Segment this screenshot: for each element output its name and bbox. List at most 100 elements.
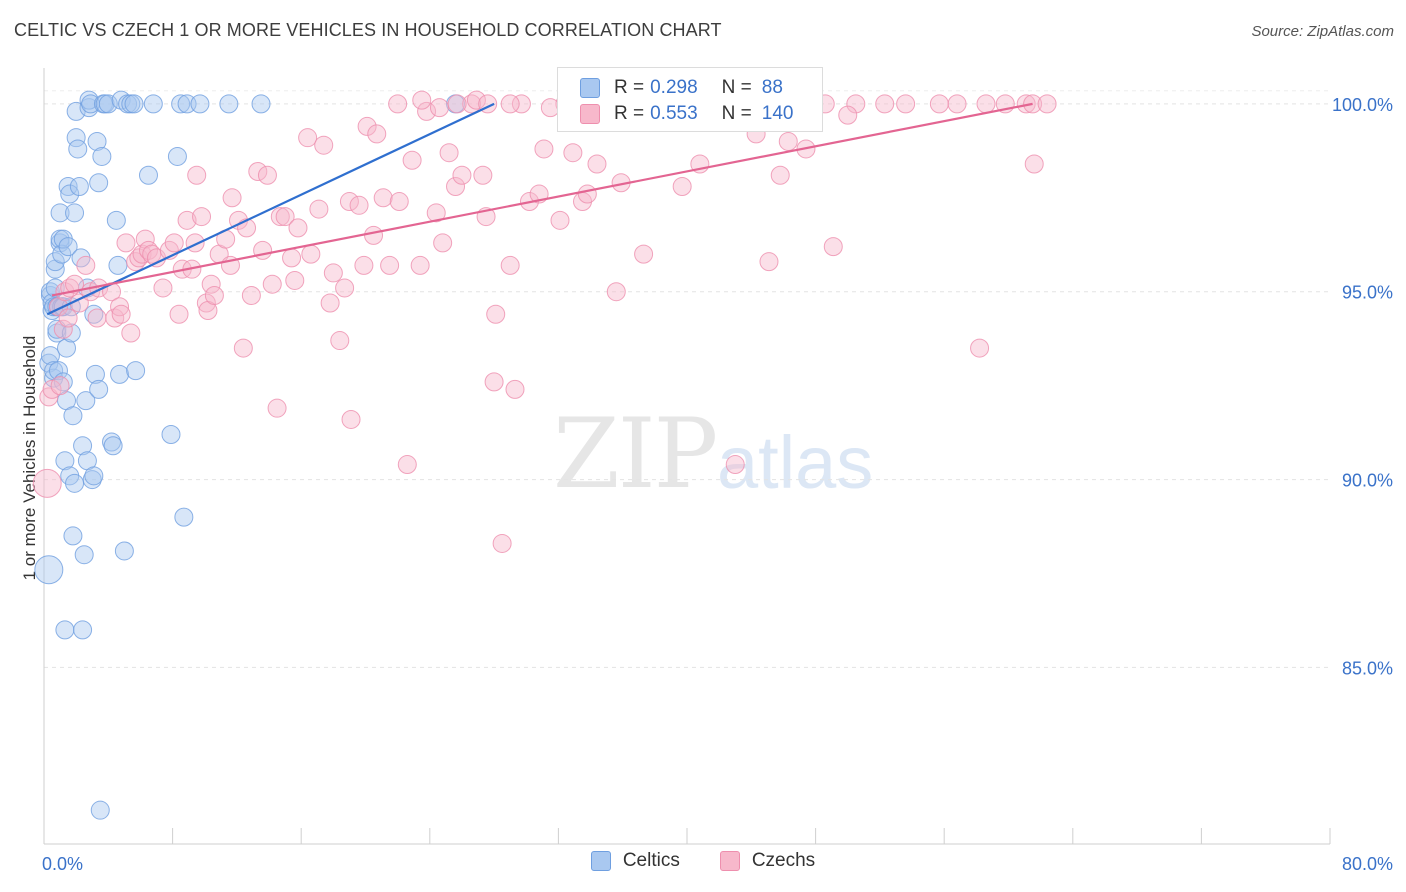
- celtics-point: [52, 244, 72, 264]
- czechs-point: [976, 94, 996, 114]
- celtics-point: [60, 184, 80, 204]
- czechs-point: [262, 274, 282, 294]
- celtics-point: [108, 255, 128, 275]
- legend-row-celtics: R = 0.298 N = 88: [580, 75, 783, 101]
- celtics-point: [111, 90, 131, 110]
- celtics-swatch: [580, 78, 600, 98]
- czechs-point: [58, 308, 78, 328]
- czechs-point: [1037, 94, 1057, 114]
- celtics-point: [143, 94, 163, 114]
- czechs-point: [846, 94, 866, 114]
- watermark-zip: ZIP: [553, 398, 718, 510]
- tick-labels: 85.0% 90.0% 95.0% 100.0% 0.0% 80.0%: [42, 95, 1393, 874]
- czechs-point: [492, 533, 512, 553]
- czechs-point: [484, 372, 504, 392]
- czechs-point: [76, 255, 96, 275]
- czechs-point: [896, 94, 916, 114]
- series-legend: Celtics Czechs: [0, 850, 1406, 872]
- czechs-point: [349, 195, 369, 215]
- czechs-point: [116, 233, 136, 253]
- czechs-point: [257, 165, 277, 185]
- celtics-point: [55, 451, 75, 471]
- czechs-point: [126, 252, 146, 272]
- celtics-point: [65, 473, 85, 493]
- czechs-point: [759, 252, 779, 272]
- czechs-point: [169, 304, 189, 324]
- celtics-point: [76, 391, 96, 411]
- czechs-point: [335, 278, 355, 298]
- czechs-point: [672, 177, 692, 197]
- celtics-point: [40, 346, 60, 366]
- celtics-point: [58, 177, 78, 197]
- czechs-point: [473, 165, 493, 185]
- czechs-point: [323, 263, 343, 283]
- czechs-point: [177, 210, 197, 230]
- celtics-point: [92, 146, 112, 166]
- czechs-point: [204, 285, 224, 305]
- czechs-point: [138, 240, 158, 260]
- czechs-point: [389, 192, 409, 212]
- celtics-point: [98, 94, 118, 114]
- czechs-point: [270, 207, 290, 227]
- czechs-point: [132, 244, 152, 264]
- czechs-point: [32, 468, 62, 498]
- czechs-point: [412, 90, 432, 110]
- czechs-point: [357, 116, 377, 136]
- celtics-point: [171, 94, 191, 114]
- czechs-point: [410, 255, 430, 275]
- legend-row-czechs: R = 0.553 N = 140: [580, 101, 793, 127]
- celtics-point: [68, 139, 88, 159]
- czechs-legend-swatch: [719, 851, 740, 871]
- y-tick-label: 85.0%: [1342, 658, 1393, 678]
- czechs-point: [1016, 94, 1036, 114]
- y-tick-label: 95.0%: [1342, 283, 1393, 303]
- celtics-point: [90, 800, 110, 820]
- czechs-legend-label: Czechs: [751, 850, 816, 871]
- celtics-point: [63, 406, 83, 426]
- czechs-point: [447, 94, 467, 114]
- czechs-point: [388, 94, 408, 114]
- czechs-point: [309, 199, 329, 219]
- celtics-point: [48, 361, 68, 381]
- celtics-point: [103, 436, 123, 456]
- celtics-point: [114, 541, 134, 561]
- czechs-point: [875, 94, 895, 114]
- czechs-point: [341, 409, 361, 429]
- celtics-point: [87, 131, 107, 151]
- czechs-point: [267, 398, 287, 418]
- celtics-point: [63, 526, 83, 546]
- czechs-point: [563, 143, 583, 163]
- czechs-point: [314, 135, 334, 155]
- legend-item-czechs[interactable]: Czechs: [719, 850, 816, 872]
- czechs-point: [1024, 154, 1044, 174]
- czechs-point: [373, 188, 393, 208]
- chart-title: CELTIC VS CZECH 1 OR MORE VEHICLES IN HO…: [14, 20, 722, 40]
- celtics-point: [73, 436, 93, 456]
- celtics-point: [84, 304, 104, 324]
- celtics-point: [45, 252, 65, 272]
- czechs-point: [466, 90, 486, 110]
- czechs-trend-line: [51, 102, 1033, 297]
- celtics-point: [167, 146, 187, 166]
- celtics-point: [89, 379, 109, 399]
- czechs-point: [402, 150, 422, 170]
- legend-item-celtics[interactable]: Celtics: [590, 850, 680, 872]
- celtics-point: [190, 94, 210, 114]
- czechs-point: [65, 274, 85, 294]
- czechs-point: [339, 192, 359, 212]
- gridlines: [44, 90, 1330, 668]
- czechs-point: [426, 203, 446, 223]
- czechs-point: [500, 255, 520, 275]
- czechs-point: [354, 255, 374, 275]
- celtics-legend-swatch: [590, 851, 611, 871]
- czechs-point: [50, 376, 70, 396]
- celtics-point: [124, 94, 144, 114]
- x-tick-label: 80.0%: [1342, 854, 1393, 874]
- stats-legend: R = 0.298 N = 88 R = 0.553 N = 140: [557, 67, 823, 132]
- celtics-point: [106, 210, 126, 230]
- celtics-point: [138, 165, 158, 185]
- celtics-trend-line: [46, 102, 495, 316]
- czechs-point: [725, 455, 745, 475]
- celtics-point: [84, 466, 104, 486]
